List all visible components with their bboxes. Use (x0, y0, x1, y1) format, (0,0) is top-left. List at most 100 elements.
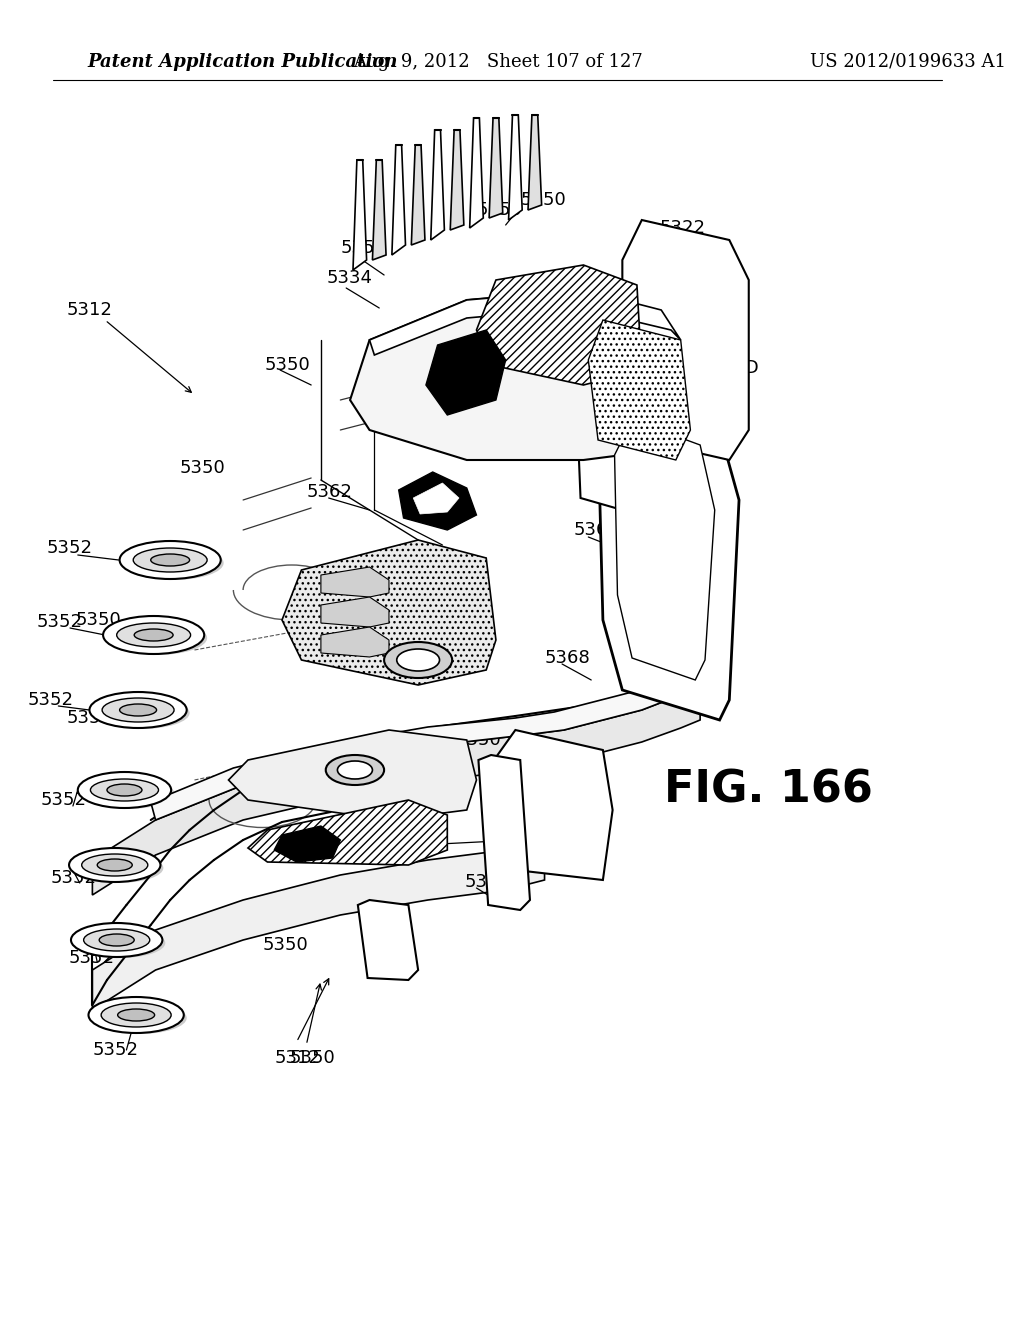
Polygon shape (228, 730, 476, 820)
Ellipse shape (133, 548, 207, 572)
Ellipse shape (118, 1008, 155, 1020)
Ellipse shape (88, 997, 183, 1034)
Ellipse shape (101, 1003, 171, 1027)
Text: FIG. 166: FIG. 166 (664, 768, 872, 812)
Ellipse shape (123, 546, 223, 579)
Text: 5352: 5352 (37, 612, 83, 631)
Ellipse shape (74, 928, 165, 958)
Text: 5352: 5352 (50, 869, 96, 887)
Ellipse shape (326, 755, 384, 785)
Polygon shape (282, 540, 496, 685)
Polygon shape (321, 597, 389, 627)
Polygon shape (357, 900, 418, 979)
Polygon shape (350, 290, 681, 459)
Polygon shape (623, 220, 749, 459)
Polygon shape (92, 688, 700, 895)
Text: 5352: 5352 (28, 690, 74, 709)
Text: 5350: 5350 (455, 731, 501, 748)
Text: 5334: 5334 (327, 269, 373, 286)
Polygon shape (398, 473, 476, 531)
Polygon shape (248, 800, 447, 865)
Ellipse shape (91, 1002, 186, 1034)
Text: 5350: 5350 (290, 1049, 336, 1067)
Polygon shape (451, 129, 464, 230)
Polygon shape (489, 117, 503, 218)
Ellipse shape (120, 704, 157, 715)
Ellipse shape (106, 784, 142, 796)
Text: 5350: 5350 (67, 709, 112, 727)
Polygon shape (431, 129, 444, 240)
Polygon shape (321, 627, 389, 657)
Polygon shape (494, 730, 612, 880)
Polygon shape (353, 160, 367, 271)
Ellipse shape (151, 554, 189, 566)
Text: 5368: 5368 (630, 289, 676, 308)
Polygon shape (476, 265, 642, 385)
Polygon shape (470, 117, 483, 228)
Polygon shape (571, 271, 632, 510)
Polygon shape (92, 845, 545, 1010)
Text: Aug. 9, 2012   Sheet 107 of 127: Aug. 9, 2012 Sheet 107 of 127 (353, 53, 643, 71)
Ellipse shape (338, 762, 373, 779)
Text: 5368: 5368 (545, 649, 590, 667)
Text: 5333: 5333 (705, 276, 751, 294)
Text: 5350: 5350 (262, 936, 308, 954)
Text: US 2012/0199633 A1: US 2012/0199633 A1 (810, 53, 1007, 71)
Ellipse shape (89, 692, 186, 729)
Polygon shape (373, 160, 386, 260)
Ellipse shape (69, 847, 161, 882)
Text: 5364: 5364 (435, 589, 481, 607)
Polygon shape (426, 330, 506, 414)
Text: 5350: 5350 (180, 459, 225, 477)
Text: 5366: 5366 (573, 521, 620, 539)
Ellipse shape (72, 853, 164, 883)
Polygon shape (598, 395, 739, 719)
Text: DD: DD (731, 359, 759, 378)
Text: 5350: 5350 (264, 356, 310, 374)
Polygon shape (478, 755, 530, 909)
Ellipse shape (90, 779, 159, 801)
Ellipse shape (71, 923, 163, 957)
Ellipse shape (92, 697, 189, 729)
Ellipse shape (396, 649, 439, 671)
Text: 5362: 5362 (306, 483, 352, 502)
Text: 5364: 5364 (403, 741, 450, 759)
Text: 5352: 5352 (47, 539, 93, 557)
Polygon shape (509, 115, 522, 220)
Text: 5312: 5312 (67, 301, 112, 319)
Text: 5394: 5394 (628, 429, 673, 447)
Ellipse shape (78, 772, 171, 808)
Ellipse shape (97, 859, 132, 871)
Polygon shape (274, 826, 340, 862)
Polygon shape (589, 319, 690, 459)
Polygon shape (151, 671, 700, 820)
Polygon shape (392, 145, 406, 255)
Ellipse shape (117, 623, 190, 647)
Text: 5352: 5352 (92, 1041, 138, 1059)
Text: 5350: 5350 (520, 191, 566, 209)
Text: 5366: 5366 (384, 832, 430, 849)
Text: Patent Application Publication: Patent Application Publication (87, 53, 398, 71)
Polygon shape (528, 115, 542, 210)
Text: 5368: 5368 (465, 873, 511, 891)
Polygon shape (321, 568, 389, 597)
Text: 5350: 5350 (76, 611, 122, 630)
Polygon shape (412, 145, 425, 246)
Ellipse shape (106, 620, 207, 655)
Ellipse shape (102, 698, 174, 722)
Text: 5352: 5352 (41, 791, 87, 809)
Polygon shape (414, 483, 459, 513)
Text: 5312: 5312 (274, 1049, 321, 1067)
Text: 5350: 5350 (340, 239, 386, 257)
Ellipse shape (84, 929, 150, 950)
Ellipse shape (134, 630, 173, 642)
Ellipse shape (120, 541, 221, 579)
Ellipse shape (103, 616, 204, 653)
Polygon shape (370, 290, 681, 355)
Ellipse shape (99, 935, 134, 946)
Ellipse shape (82, 854, 147, 876)
Text: 5352: 5352 (68, 949, 114, 968)
Text: 5350: 5350 (476, 201, 522, 219)
Ellipse shape (81, 777, 174, 809)
Polygon shape (614, 420, 715, 680)
